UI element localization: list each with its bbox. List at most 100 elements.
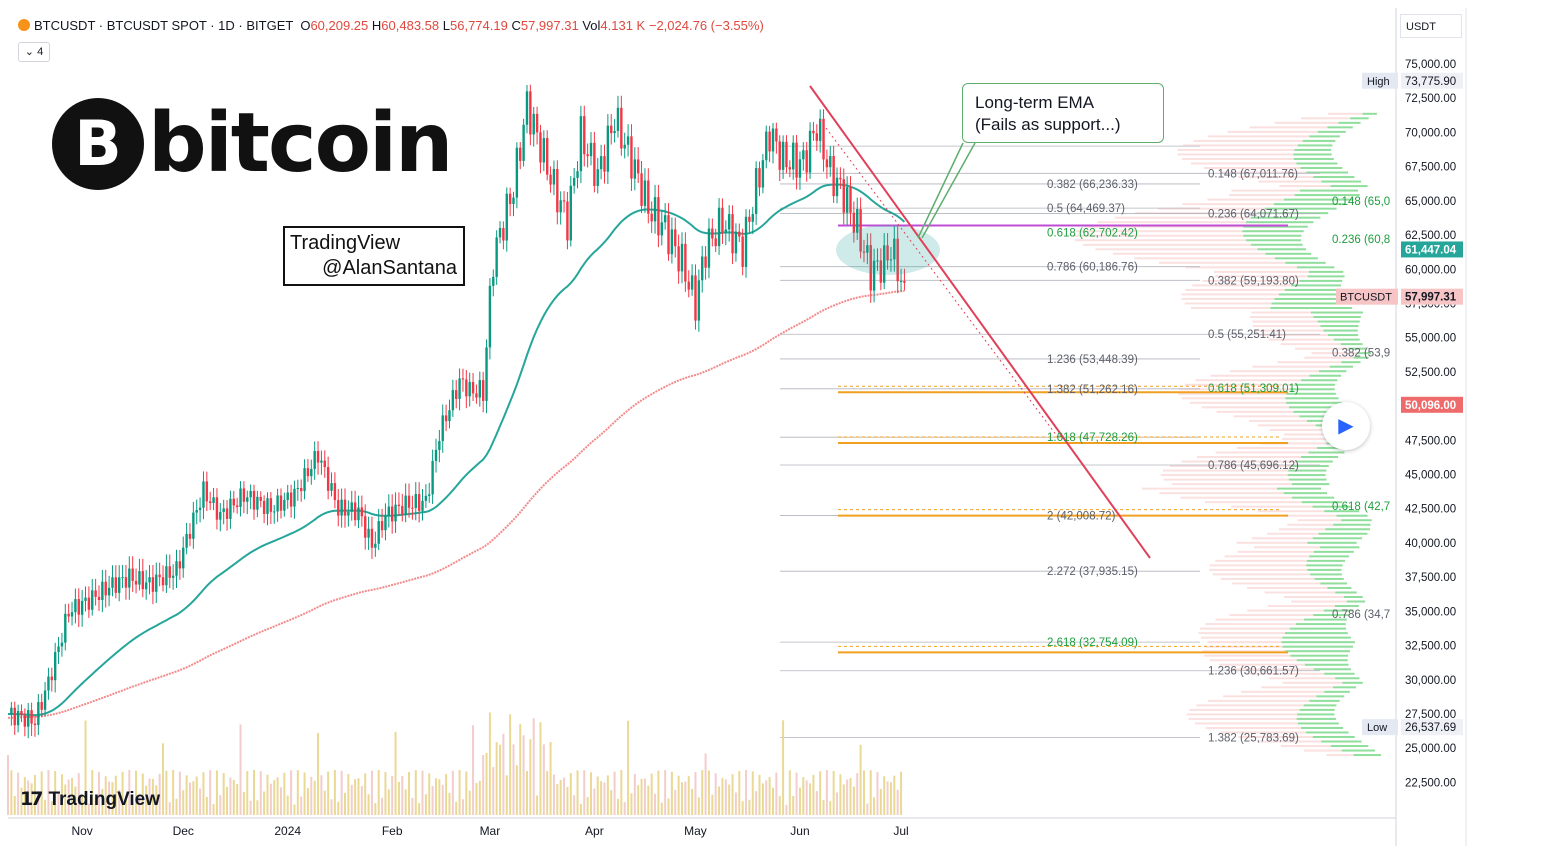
volume-profile-bar	[1338, 121, 1361, 124]
indicator-toggle-button[interactable]: ⌄ 4	[18, 42, 50, 62]
volume-bar	[128, 770, 131, 815]
volume-bar	[883, 776, 886, 815]
candle-body	[829, 156, 832, 168]
candle-body	[481, 380, 485, 401]
volume-profile-bar-sell	[1264, 591, 1336, 594]
volume-bar	[482, 754, 485, 815]
volume-profile-bar	[1270, 306, 1352, 309]
candle-body	[155, 574, 158, 592]
volume-bar	[775, 772, 778, 815]
volume-profile-bar	[1309, 555, 1349, 558]
candle-body	[741, 236, 744, 267]
volume-profile-bar-sell	[1180, 496, 1292, 499]
volume-bar	[539, 722, 542, 815]
currency-selector[interactable]: USDT	[1400, 14, 1462, 38]
candle-body	[663, 215, 667, 223]
volume-bar	[276, 777, 279, 815]
volume-bar	[377, 770, 380, 815]
candle-body	[273, 511, 276, 513]
volume-profile-bar	[1317, 130, 1346, 133]
volume-bar	[832, 770, 835, 815]
volume-profile-bar-sell	[1223, 695, 1317, 698]
volume-bar	[205, 796, 208, 815]
volume-profile-bar	[1313, 316, 1361, 319]
volume-bar	[114, 775, 117, 815]
candle-body	[471, 381, 475, 394]
volume-bar	[360, 786, 363, 815]
volume-bar	[576, 770, 579, 815]
volume-profile-bar-sell	[1209, 568, 1308, 571]
volume-bar	[792, 796, 795, 815]
volume-profile-bar-sell	[1208, 135, 1310, 138]
volume-bar	[519, 724, 522, 815]
plot-area	[8, 8, 1396, 818]
candle-body	[104, 581, 107, 596]
fib-label: 0.148 (67,011.76)	[1208, 168, 1298, 180]
volume-profile-bar	[1312, 735, 1355, 738]
symbol-logo-icon	[18, 19, 30, 31]
candle-body	[202, 481, 205, 508]
candle-body	[529, 91, 532, 135]
volume-profile-bar	[1294, 194, 1360, 197]
volume-bar	[842, 784, 845, 815]
price-tick-label: 70,000.00	[1405, 127, 1456, 139]
bitcoin-wordmark: bitcoin	[148, 96, 453, 191]
fib-label: 1.382 (51,262.16)	[1047, 384, 1138, 396]
volume-profile-bar-sell	[1231, 505, 1313, 508]
volume-profile-bar	[1325, 528, 1371, 531]
volume-bar	[495, 742, 498, 815]
volume-profile-bar	[1334, 605, 1359, 608]
candle-body	[407, 495, 411, 508]
volume-bar	[212, 804, 215, 815]
symbol-title[interactable]: BTCUSDT · BTCUSDT SPOT · 1D · BITGET	[34, 18, 294, 33]
volume-bar	[627, 720, 630, 815]
volume-bar	[650, 773, 653, 815]
candle-body	[552, 168, 556, 185]
chart-header: BTCUSDT · BTCUSDT SPOT · 1D · BITGET O60…	[18, 18, 764, 33]
volume-bar	[165, 770, 168, 815]
volume-profile-bar-sell	[1184, 302, 1272, 305]
candle-body	[370, 528, 374, 548]
candle-body	[822, 118, 825, 160]
volume-bar	[54, 770, 57, 815]
replay-play-button[interactable]: ▶	[1322, 402, 1370, 450]
volume-profile-bar-sell	[1328, 112, 1363, 115]
volume-bar	[529, 739, 532, 815]
volume-bar	[91, 770, 94, 815]
volume-bar	[185, 775, 188, 815]
volume-profile-bar	[1324, 510, 1360, 513]
volume-bar	[596, 776, 599, 815]
volume-bar	[256, 800, 259, 815]
candle-body	[781, 141, 785, 170]
volume-profile-bar	[1330, 745, 1369, 748]
candle-body	[70, 612, 74, 617]
volume-bar	[805, 780, 808, 815]
time-tick-label: Jun	[790, 824, 809, 838]
candle-body	[40, 702, 43, 710]
volume-profile-bar	[1257, 248, 1307, 251]
volume-bar	[782, 720, 785, 815]
volume-bar	[13, 796, 16, 815]
volume-profile-bar-sell	[1251, 537, 1313, 540]
candle-body	[411, 507, 414, 509]
volume-profile-bar-sell	[1229, 614, 1314, 617]
candle-body	[239, 488, 242, 507]
volume-profile-bar-sell	[1189, 401, 1287, 404]
candle-body	[647, 180, 650, 214]
volume-profile-bar-sell	[1232, 582, 1321, 585]
volume-profile-bar	[1287, 474, 1326, 477]
price-tag-label-bg	[1362, 719, 1398, 736]
volume-profile-bar-sell	[1177, 153, 1294, 156]
candle-body	[27, 710, 30, 727]
volume-bar	[370, 770, 373, 815]
price-tag-value: 50,096.00	[1405, 400, 1456, 412]
descending-trendline	[809, 85, 1151, 559]
volume-profile-bar-sell	[1233, 415, 1300, 418]
callout-line1: Long-term EMA	[975, 93, 1095, 112]
volume-profile-bar	[1356, 352, 1371, 355]
volume-bar	[600, 781, 603, 815]
volume-profile-bar	[1327, 126, 1353, 129]
volume-bar	[697, 797, 700, 815]
volume-bar	[354, 779, 357, 815]
